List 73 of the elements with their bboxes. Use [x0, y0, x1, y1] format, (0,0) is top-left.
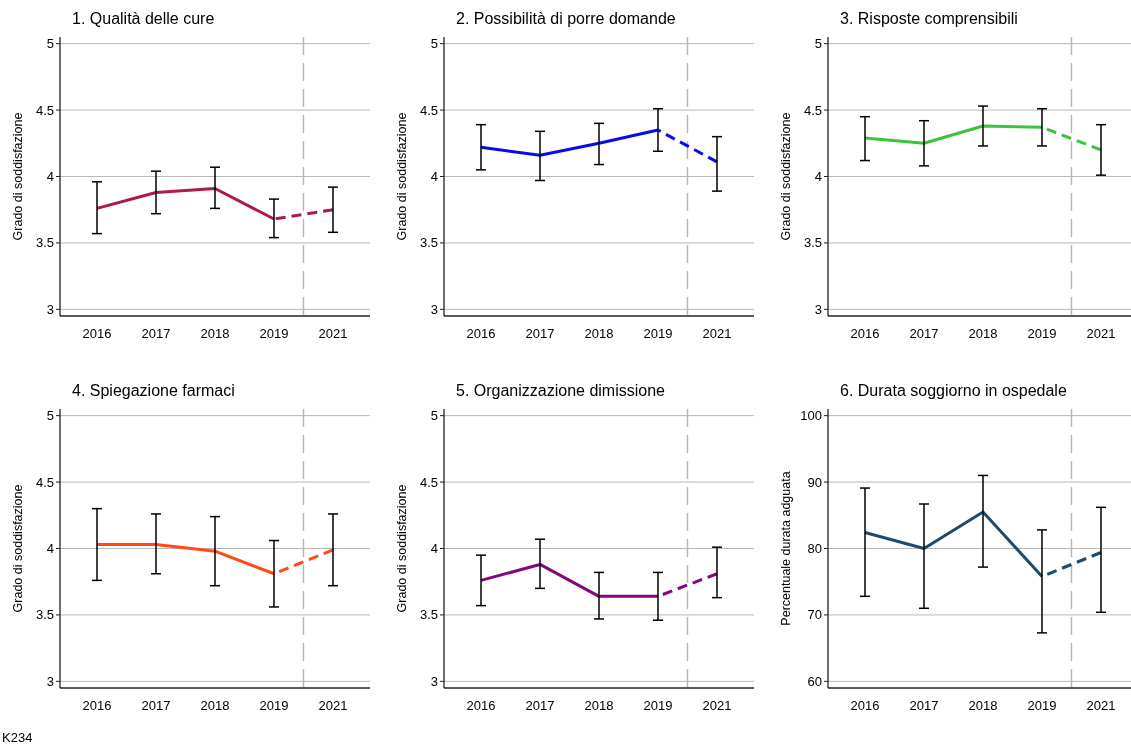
x-tick-label: 2021: [1086, 698, 1116, 713]
y-axis-title: Grado di soddisfazione: [395, 112, 409, 241]
x-tick-label: 2017: [909, 698, 939, 713]
y-tick-label: 4.5: [419, 474, 438, 490]
y-tick-label: 70: [807, 607, 822, 623]
x-tick-label: 2019: [1027, 326, 1057, 341]
x-tick-label: 2017: [525, 698, 555, 713]
y-tick-label: 4: [814, 169, 822, 185]
y-tick-label: 5: [430, 36, 438, 52]
x-tick-label: 2019: [1027, 698, 1057, 713]
chart-title: 1. Qualità delle cure: [72, 10, 215, 27]
x-tick-label: 2019: [259, 698, 289, 713]
y-tick-label: 3.5: [35, 235, 54, 251]
x-tick-label: 2016: [82, 326, 112, 341]
x-tick-label: 2021: [318, 698, 348, 713]
y-axis-title: Percentuale durata adguata: [779, 471, 793, 626]
chart-title: 3. Risposte comprensibili: [840, 10, 1018, 27]
y-tick-label: 90: [807, 474, 822, 490]
y-tick-label: 4: [430, 169, 438, 185]
y-tick-label: 4: [46, 169, 54, 185]
chart-title: 5. Organizzazione dimissione: [456, 382, 666, 399]
x-tick-label: 2018: [200, 326, 230, 341]
x-tick-label: 2017: [141, 698, 171, 713]
y-tick-label: 80: [807, 541, 822, 557]
x-tick-label: 2016: [466, 326, 496, 341]
y-tick-label: 5: [46, 36, 54, 52]
x-tick-label: 2016: [82, 698, 112, 713]
y-tick-label: 4: [46, 541, 54, 557]
y-tick-label: 4.5: [803, 102, 822, 118]
x-tick-label: 2016: [850, 326, 880, 341]
x-tick-label: 2017: [909, 326, 939, 341]
y-axis-title: Grado di soddisfazione: [11, 112, 25, 241]
y-tick-label: 5: [814, 36, 822, 52]
chart-title: 6. Durata soggiorno in ospedale: [840, 382, 1067, 399]
x-tick-label: 2019: [259, 326, 289, 341]
y-tick-label: 100: [800, 408, 822, 424]
x-tick-label: 2019: [643, 698, 673, 713]
x-tick-label: 2019: [643, 326, 673, 341]
chart-title: 2. Possibilità di porre domande: [456, 10, 676, 27]
y-tick-label: 5: [430, 408, 438, 424]
y-tick-label: 3: [430, 301, 438, 317]
y-tick-label: 3: [430, 673, 438, 689]
y-tick-label: 60: [807, 673, 822, 689]
y-tick-label: 4.5: [35, 102, 54, 118]
y-axis-title: Grado di soddisfazione: [395, 484, 409, 613]
y-tick-label: 3.5: [803, 235, 822, 251]
x-tick-label: 2021: [318, 326, 348, 341]
x-tick-label: 2018: [200, 698, 230, 713]
x-tick-label: 2017: [525, 326, 555, 341]
x-tick-label: 2017: [141, 326, 171, 341]
y-axis-title: Grado di soddisfazione: [11, 484, 25, 613]
y-tick-label: 3: [46, 301, 54, 317]
y-tick-label: 3: [814, 301, 822, 317]
x-tick-label: 2018: [968, 698, 998, 713]
x-tick-label: 2021: [1086, 326, 1116, 341]
x-tick-label: 2018: [584, 698, 614, 713]
x-tick-label: 2018: [968, 326, 998, 341]
x-tick-label: 2021: [702, 326, 732, 341]
y-tick-label: 5: [46, 408, 54, 424]
y-tick-label: 4.5: [35, 474, 54, 490]
y-tick-label: 3.5: [419, 235, 438, 251]
text: K234: [2, 730, 33, 745]
y-tick-label: 3: [46, 673, 54, 689]
y-tick-label: 3.5: [35, 607, 54, 623]
x-tick-label: 2016: [466, 698, 496, 713]
chart-title: 4. Spiegazione farmaci: [72, 382, 235, 399]
x-tick-label: 2016: [850, 698, 880, 713]
x-tick-label: 2021: [702, 698, 732, 713]
y-tick-label: 4.5: [419, 102, 438, 118]
y-axis-title: Grado di soddisfazione: [779, 112, 793, 241]
y-tick-label: 4: [430, 541, 438, 557]
x-tick-label: 2018: [584, 326, 614, 341]
y-tick-label: 3.5: [419, 607, 438, 623]
